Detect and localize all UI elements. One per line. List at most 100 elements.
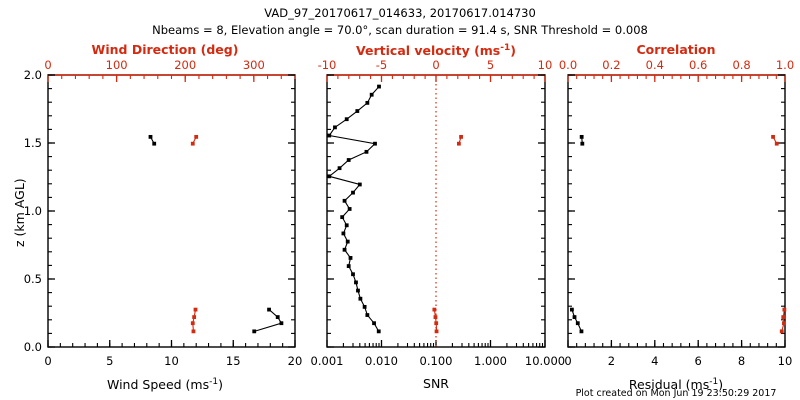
panel1-bottom-axis-title-text: Wind Speed (ms: [107, 377, 210, 393]
plot-title-line1: VAD_97_20170617_014633, 20170617.014730: [264, 6, 536, 20]
series-correlation-marker: [774, 141, 779, 146]
series-snr-marker: [369, 92, 374, 97]
series-snr-marker: [344, 223, 349, 228]
series-wind-direction-line: [192, 309, 197, 332]
series-vertical-velocity-marker: [459, 134, 463, 139]
series-wind-speed-line: [254, 309, 283, 332]
series-snr-marker: [333, 125, 337, 130]
panel3-bottom-axis-title-sup: -1: [709, 377, 719, 387]
series-snr-marker: [373, 141, 377, 146]
panel-1-bottom-tick-label: 0: [44, 354, 51, 368]
series-snr-marker: [355, 109, 360, 113]
series-snr-marker: [351, 190, 355, 195]
panel1-top-axis-title: Wind Direction (deg): [91, 42, 239, 57]
panel-3-top-tick-label: 0.6: [689, 58, 707, 72]
panel-3-bottom-tick-label: 0: [564, 354, 571, 368]
y-axis-tick-label: 0.5: [24, 272, 42, 286]
panel-2-top-tick-label: -10: [318, 58, 337, 72]
series-vertical-velocity-marker: [434, 321, 439, 326]
series-snr-marker: [346, 158, 351, 162]
panel1-bottom-axis-title: Wind Speed (ms-1): [107, 378, 223, 392]
series-wind-direction-marker: [194, 134, 199, 139]
panel-2-bottom-tick-label: 0.001: [311, 354, 344, 368]
series-wind-speed-marker: [148, 134, 153, 139]
series-residual-marker: [575, 321, 580, 326]
panel-1-top-tick-label: 300: [243, 58, 265, 72]
panel-1-bottom-tick-label: 10: [164, 354, 179, 368]
panel-3-bottom-tick-label: 4: [651, 354, 658, 368]
panel-2-top-tick-label: 5: [487, 58, 494, 72]
panel-2-top-tick-label: -5: [376, 58, 387, 72]
panel-3-top-tick-label: 0.4: [646, 58, 664, 72]
series-wind-direction-marker: [191, 329, 196, 334]
series-snr-line: [328, 86, 380, 332]
plot-footer-timestamp: Plot created on Mon Jun 19 23:50:29 2017: [575, 388, 777, 399]
panel-2-bottom-tick-label: 0.010: [365, 354, 398, 368]
series-correlation-marker: [781, 315, 786, 319]
series-correlation-marker: [782, 321, 786, 326]
series-wind-direction-marker: [193, 307, 198, 312]
plot-title-line2: Nbeams = 8, Elevation angle = 70.0°, sca…: [152, 23, 648, 37]
series-snr-marker: [344, 117, 349, 122]
series-residual-marker: [572, 315, 577, 319]
panel2-bottom-axis-title: SNR: [423, 376, 449, 391]
panel-3-bottom-tick-label: 2: [608, 354, 615, 368]
series-wind-direction-marker: [192, 315, 197, 319]
series-vertical-velocity-marker: [434, 329, 439, 334]
y-axis-tick-label: 1.5: [24, 136, 42, 150]
panel-1-bottom-tick-label: 15: [226, 354, 241, 368]
series-snr-marker: [376, 329, 381, 334]
series-snr-marker: [356, 288, 360, 293]
series-snr-marker: [348, 256, 353, 260]
series-snr-marker: [342, 198, 347, 203]
panel-3-frame: [567, 74, 786, 348]
series-residual-marker: [580, 141, 585, 146]
series-vertical-velocity-marker: [432, 307, 437, 312]
series-snr-marker: [364, 149, 369, 154]
series-snr-marker: [372, 321, 376, 326]
panel-2-bottom-tick-label: 0.100: [420, 354, 453, 368]
series-snr-marker: [347, 207, 352, 211]
series-correlation-marker: [779, 329, 784, 334]
y-axis-tick-label: 1.0: [24, 204, 42, 218]
panel2-top-axis-title-sup: -1: [500, 43, 511, 53]
panel-2-top-tick-label: 10: [538, 58, 553, 72]
series-snr-marker: [327, 174, 332, 179]
series-snr-marker: [354, 280, 358, 285]
panel-3-top-tick-label: 0.2: [602, 58, 620, 72]
series-snr-marker: [365, 313, 370, 317]
series-wind-speed-marker: [152, 141, 157, 146]
panel3-bottom-axis-title: Residual (ms-1): [629, 378, 723, 392]
panel2-top-axis-title-tail: ): [510, 43, 516, 59]
panel1-bottom-axis-title-sup: -1: [209, 377, 219, 387]
panel-1-frame: [47, 74, 296, 348]
panel-3-bottom-tick-label: 6: [695, 354, 702, 368]
series-snr-marker: [337, 166, 342, 171]
series-wind-speed-marker: [267, 307, 271, 312]
y-axis-tick-label: 0.0: [24, 340, 42, 354]
series-snr-marker: [327, 133, 332, 138]
panel-2-bottom-tick-label: 10.000: [525, 354, 565, 368]
y-axis-tick-label: 2.0: [24, 68, 42, 82]
panel-1-bottom-tick-label: 20: [288, 354, 303, 368]
panel3-bottom-axis-title-tail: ): [718, 377, 724, 393]
series-residual-marker: [579, 329, 584, 334]
panel-3-top-tick-label: 0.8: [732, 58, 750, 72]
panel-1-bottom-tick-label: 5: [106, 354, 113, 368]
series-snr-marker: [358, 296, 363, 301]
series-vertical-velocity-line: [433, 309, 438, 332]
series-snr-marker: [377, 84, 381, 89]
panel-3-top-tick-label: 0.0: [559, 58, 577, 72]
series-snr-marker: [351, 272, 355, 277]
panel3-bottom-axis-title-text: Residual (ms: [628, 377, 710, 393]
series-vertical-velocity-marker: [433, 315, 438, 319]
series-snr-marker: [342, 247, 347, 252]
panel-3-bottom-tick-label: 8: [738, 354, 745, 368]
series-snr-marker: [341, 231, 346, 236]
series-wind-direction-marker: [190, 141, 195, 146]
panel3-top-axis-title: Correlation: [636, 42, 716, 57]
series-correlation-marker: [771, 134, 775, 139]
panel2-top-axis-title: Vertical velocity (ms-1): [356, 44, 516, 58]
